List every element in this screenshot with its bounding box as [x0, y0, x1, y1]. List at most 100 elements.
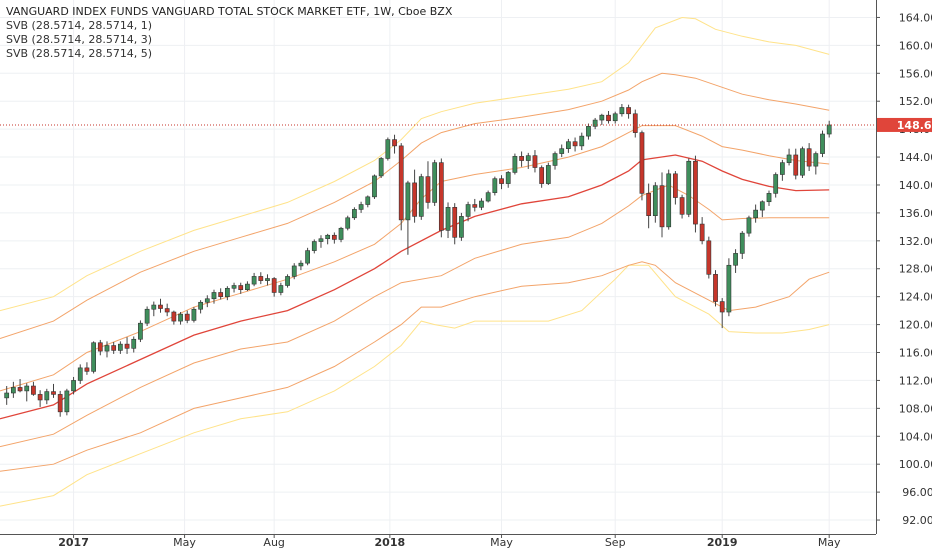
x-tick-label-1: May — [173, 536, 196, 549]
candle-69 — [465, 201, 471, 222]
chart-title: VANGUARD INDEX FUNDS VANGUARD TOTAL STOC… — [6, 5, 453, 18]
candle-34 — [231, 282, 237, 293]
candle-body-81 — [545, 165, 551, 184]
candle-body-56 — [378, 158, 384, 177]
x-tick-label-6: 2019 — [707, 536, 738, 549]
candle-89 — [599, 113, 605, 125]
candle-body-52 — [352, 209, 357, 219]
candle-body-21 — [144, 308, 150, 324]
candle-body-46 — [311, 241, 317, 251]
candle-body-0 — [4, 392, 10, 399]
candle-95 — [639, 130, 645, 201]
candle-body-57 — [385, 139, 391, 159]
candle-body-43 — [291, 265, 297, 277]
candles — [4, 104, 832, 417]
candle-body-116 — [780, 162, 785, 175]
y-tick-label-15: 104.00 — [899, 430, 932, 443]
candle-body-73 — [492, 178, 498, 193]
candle-body-79 — [532, 155, 538, 168]
candle-55 — [372, 174, 377, 199]
candle-body-78 — [525, 155, 531, 161]
legend: VANGUARD INDEX FUNDS VANGUARD TOTAL STOC… — [6, 5, 452, 61]
candle-body-28 — [191, 308, 197, 321]
candle-body-3 — [24, 385, 30, 392]
grid — [0, 0, 876, 534]
candle-body-17 — [117, 343, 123, 351]
candle-19 — [131, 336, 137, 353]
y-tick-label-7: 136.00 — [899, 207, 932, 220]
candle-38 — [258, 272, 264, 285]
candle-body-11 — [77, 367, 83, 381]
candle-body-91 — [612, 113, 618, 122]
y-tick-label-0: 164.00 — [899, 11, 932, 24]
candle-31 — [211, 289, 217, 304]
y-tick-label-10: 124.00 — [899, 291, 932, 304]
candle-22 — [151, 301, 157, 317]
candle-body-18 — [124, 343, 130, 349]
candle-body-26 — [178, 313, 183, 322]
candle-51 — [345, 215, 351, 231]
bands — [0, 16, 830, 507]
candle-body-33 — [224, 287, 230, 297]
candle-26 — [178, 312, 183, 325]
candle-body-41 — [278, 285, 284, 293]
candle-70 — [472, 198, 478, 212]
candle-114 — [766, 190, 772, 206]
candle-123 — [826, 120, 832, 138]
candle-body-94 — [632, 113, 638, 133]
candle-body-90 — [606, 114, 611, 122]
candle-57 — [385, 137, 391, 161]
candle-body-30 — [204, 298, 210, 303]
candle-body-4 — [31, 385, 36, 395]
candle-body-13 — [91, 342, 96, 372]
candle-14 — [97, 339, 103, 356]
candle-body-76 — [512, 156, 518, 173]
candle-body-5 — [37, 394, 43, 401]
candle-66 — [445, 202, 451, 239]
x-tick-label-0: 2017 — [58, 536, 89, 549]
candle-39 — [265, 274, 270, 286]
candle-body-67 — [452, 207, 458, 238]
candle-body-96 — [646, 193, 652, 216]
x-tick-label-4: May — [490, 536, 513, 549]
candle-17 — [117, 341, 123, 354]
y-tick-label-14: 108.00 — [899, 402, 932, 415]
candle-74 — [499, 175, 504, 190]
candle-body-83 — [559, 148, 565, 154]
candle-body-110 — [739, 232, 745, 254]
candle-body-121 — [813, 153, 819, 167]
y-tick-label-16: 100.00 — [899, 458, 932, 471]
candle-body-58 — [392, 139, 397, 147]
candle-body-45 — [305, 250, 310, 264]
candle-65 — [438, 158, 444, 238]
candle-body-14 — [97, 342, 103, 352]
candle-body-16 — [111, 345, 117, 351]
candle-86 — [579, 132, 585, 151]
candle-96 — [646, 183, 652, 229]
candle-0 — [4, 386, 10, 405]
candle-103 — [693, 155, 698, 233]
candle-62 — [418, 173, 424, 220]
candle-body-2 — [17, 387, 23, 392]
candle-3 — [24, 383, 30, 402]
x-tick-label-7: May — [818, 536, 841, 549]
candle-body-85 — [572, 141, 578, 147]
candle-body-36 — [245, 283, 250, 290]
candle-109 — [733, 249, 738, 273]
candle-body-32 — [218, 292, 224, 297]
candle-87 — [586, 123, 591, 140]
candle-body-34 — [231, 285, 237, 289]
x-tick-label-5: Sep — [605, 536, 626, 549]
candle-body-24 — [164, 308, 170, 313]
band-lower5 — [0, 264, 830, 507]
candle-body-86 — [579, 135, 585, 147]
candle-68 — [459, 212, 464, 241]
y-tick-label-5: 144.00 — [899, 151, 932, 164]
candle-54 — [365, 195, 371, 208]
candle-body-27 — [184, 313, 190, 321]
candle-body-51 — [345, 217, 351, 229]
last-price-label-bg — [877, 117, 932, 132]
band-upper1 — [0, 125, 830, 392]
candle-56 — [378, 157, 384, 178]
candle-body-31 — [211, 292, 217, 300]
